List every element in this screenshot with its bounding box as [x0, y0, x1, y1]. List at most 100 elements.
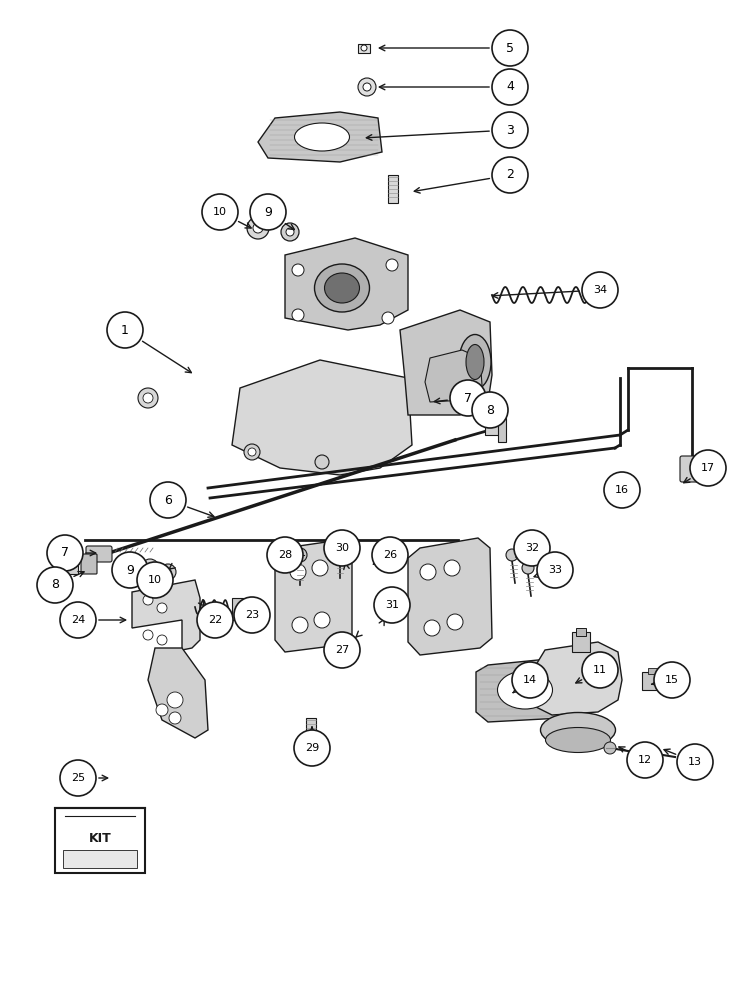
Ellipse shape: [498, 671, 553, 709]
Circle shape: [143, 393, 153, 403]
Circle shape: [537, 552, 573, 588]
Circle shape: [150, 482, 186, 518]
Bar: [58, 560, 78, 574]
Text: 4: 4: [506, 81, 514, 94]
Circle shape: [627, 742, 663, 778]
Text: 12: 12: [638, 755, 652, 765]
Circle shape: [146, 564, 154, 572]
Text: 24: 24: [71, 615, 85, 625]
Circle shape: [447, 614, 463, 630]
Circle shape: [314, 612, 330, 628]
Circle shape: [156, 704, 168, 716]
Polygon shape: [275, 540, 352, 652]
Polygon shape: [408, 538, 492, 655]
Polygon shape: [285, 238, 408, 330]
Bar: [358, 44, 370, 53]
Text: 31: 31: [385, 600, 399, 610]
Bar: [232, 598, 243, 620]
Circle shape: [293, 548, 307, 562]
Text: 28: 28: [278, 550, 292, 560]
Polygon shape: [425, 350, 482, 402]
Ellipse shape: [545, 728, 611, 752]
Circle shape: [492, 69, 528, 105]
Polygon shape: [476, 658, 574, 722]
Circle shape: [292, 309, 304, 321]
Ellipse shape: [314, 264, 369, 312]
Circle shape: [60, 602, 96, 638]
Circle shape: [137, 562, 173, 598]
Bar: [306, 718, 316, 746]
Polygon shape: [258, 112, 382, 162]
Polygon shape: [528, 642, 622, 715]
Polygon shape: [232, 360, 412, 475]
Circle shape: [424, 620, 440, 636]
Text: 30: 30: [335, 543, 349, 553]
Circle shape: [247, 217, 269, 239]
Circle shape: [514, 530, 550, 566]
Text: 32: 32: [525, 543, 539, 553]
Circle shape: [617, 494, 625, 502]
Text: 15: 15: [665, 675, 679, 685]
Text: 13: 13: [688, 757, 702, 767]
Bar: [498, 418, 506, 442]
Circle shape: [372, 537, 408, 573]
Circle shape: [157, 603, 167, 613]
Circle shape: [654, 662, 690, 698]
Circle shape: [143, 595, 153, 605]
Circle shape: [382, 312, 394, 324]
Circle shape: [386, 259, 398, 271]
Text: 26: 26: [383, 550, 397, 560]
Circle shape: [157, 635, 167, 645]
Circle shape: [450, 380, 486, 416]
Polygon shape: [148, 648, 208, 738]
Bar: [642, 672, 666, 690]
Circle shape: [522, 562, 534, 574]
Circle shape: [167, 692, 183, 708]
Bar: [572, 632, 590, 652]
Text: 8: 8: [486, 403, 494, 416]
Text: 11: 11: [593, 665, 607, 675]
Circle shape: [197, 602, 233, 638]
Polygon shape: [400, 310, 492, 415]
Bar: [648, 668, 660, 674]
Bar: [388, 175, 398, 203]
Text: KIT: KIT: [89, 832, 111, 844]
Circle shape: [294, 730, 330, 766]
Text: 9: 9: [126, 564, 134, 576]
Circle shape: [253, 223, 263, 233]
Text: 10: 10: [213, 207, 227, 217]
Text: 6: 6: [164, 493, 172, 506]
Circle shape: [333, 541, 347, 555]
Text: 1: 1: [121, 324, 129, 336]
Circle shape: [363, 83, 371, 91]
Circle shape: [290, 564, 306, 580]
Text: 23: 23: [245, 610, 259, 620]
Text: 5: 5: [506, 41, 514, 54]
Ellipse shape: [541, 712, 615, 748]
Bar: [576, 628, 586, 636]
Circle shape: [324, 530, 360, 566]
Ellipse shape: [295, 123, 350, 151]
Circle shape: [267, 537, 303, 573]
Circle shape: [604, 472, 640, 508]
Circle shape: [420, 564, 436, 580]
Circle shape: [492, 30, 528, 66]
FancyBboxPatch shape: [81, 554, 97, 574]
Ellipse shape: [459, 334, 491, 389]
Text: 16: 16: [615, 485, 629, 495]
Circle shape: [292, 617, 308, 633]
Circle shape: [358, 78, 376, 96]
Circle shape: [690, 450, 726, 486]
Circle shape: [37, 567, 73, 603]
Circle shape: [492, 157, 528, 193]
Circle shape: [582, 272, 618, 308]
Circle shape: [112, 552, 148, 588]
Text: 10: 10: [148, 575, 162, 585]
Text: 22: 22: [208, 615, 222, 625]
Bar: [485, 425, 500, 435]
Circle shape: [472, 392, 508, 428]
Text: 17: 17: [701, 463, 715, 473]
Circle shape: [315, 455, 329, 469]
Circle shape: [677, 744, 713, 780]
Text: 8: 8: [51, 578, 59, 591]
